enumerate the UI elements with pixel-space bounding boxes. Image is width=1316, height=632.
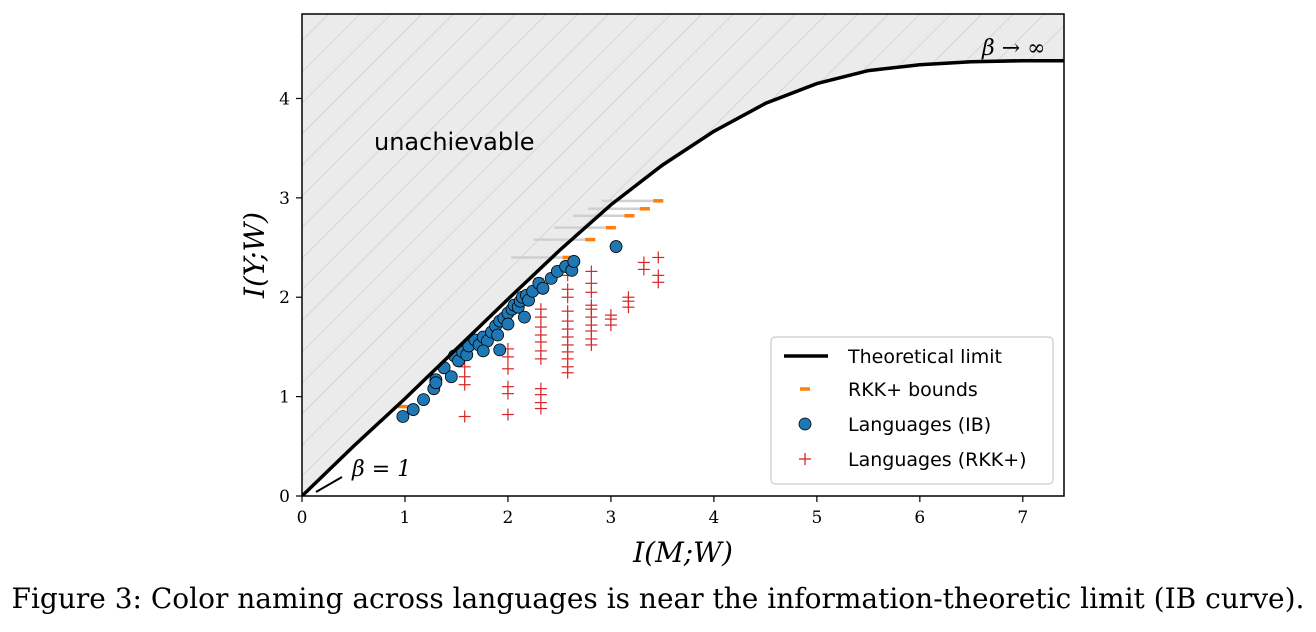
rkk-language-marker [501,408,514,421]
ib-language-marker [429,376,443,390]
rkk-language-marker [652,269,665,282]
rkk-language-marker [585,277,598,290]
y-tick-label: 4 [279,89,290,109]
plot-area [302,14,1064,496]
ib-language-marker [609,240,623,253]
legend-plus-swatch [799,453,811,465]
rkk-language-marker [561,283,574,296]
x-axis-ticks: 0 1 2 3 4 5 6 7 [297,496,1028,528]
legend-label-languages-ib: Languages (IB) [848,414,991,436]
ib-language-marker [491,328,505,342]
y-tick-label: 3 [279,189,290,209]
rkk-language-marker [501,362,514,375]
rkk-language-marker [604,309,617,322]
rkk-language-marker [561,305,574,318]
ib-language-marker [501,317,515,331]
y-axis-ticks: 0 1 2 3 4 [279,89,302,507]
ib-language-marker [567,255,581,268]
unachievable-label: unachievable [374,128,535,156]
rkk-language-marker [534,382,547,395]
ib-language-marker [518,310,531,324]
legend-box [770,336,1054,485]
ib-language-marker [417,393,430,407]
legend-label-rkk-bounds: RKK+ bounds [848,379,978,401]
x-tick-label: 5 [811,508,822,528]
beta-one-label: β = 1 [351,457,411,482]
ib-language-markers [396,240,623,423]
unachievable-region [302,14,1064,496]
x-tick-label: 3 [606,508,617,528]
rkk-language-marker [501,380,514,393]
rkk-language-marker [585,299,598,312]
legend: Theoretical limit RKK+ bounds Languages … [770,336,1054,485]
beta-infinity-label: β → ∞ [981,36,1045,61]
rkk-language-marker [652,251,665,264]
x-tick-label: 0 [297,508,308,528]
y-tick-label: 0 [279,487,290,507]
beta-one-pointer [315,476,343,493]
rkk-language-marker [622,291,635,304]
x-axis-label: I(M;W) [632,536,733,569]
rkk-language-marker [637,256,650,269]
legend-label-languages-rkk: Languages (RKK+) [848,449,1027,471]
legend-label-theoretical-limit: Theoretical limit [847,346,1002,368]
x-tick-label: 7 [1017,508,1028,528]
y-tick-label: 1 [279,388,290,408]
y-axis-label: I(Y;W) [238,212,271,299]
gray-guide-lines [511,199,659,259]
ib-language-marker [493,343,507,357]
rkk-language-marker [458,410,471,423]
plot-frame [301,13,1065,497]
legend-circle-swatch [798,417,812,431]
ib-language-marker [476,344,490,358]
figure-caption: Figure 3: Color naming across languages … [11,582,1305,615]
ib-language-marker [406,403,420,416]
x-tick-label: 2 [503,508,514,528]
ib-language-marker [536,281,550,295]
rkk-language-marker [585,265,598,278]
x-tick-label: 4 [708,508,719,528]
x-tick-label: 1 [400,508,411,528]
ib-language-marker [444,370,458,384]
ib-language-marker [396,410,410,423]
theoretical-limit-curve [302,58,1064,496]
rkk-language-marker [534,303,547,316]
y-tick-label: 2 [279,288,290,308]
x-tick-label: 6 [914,508,925,528]
